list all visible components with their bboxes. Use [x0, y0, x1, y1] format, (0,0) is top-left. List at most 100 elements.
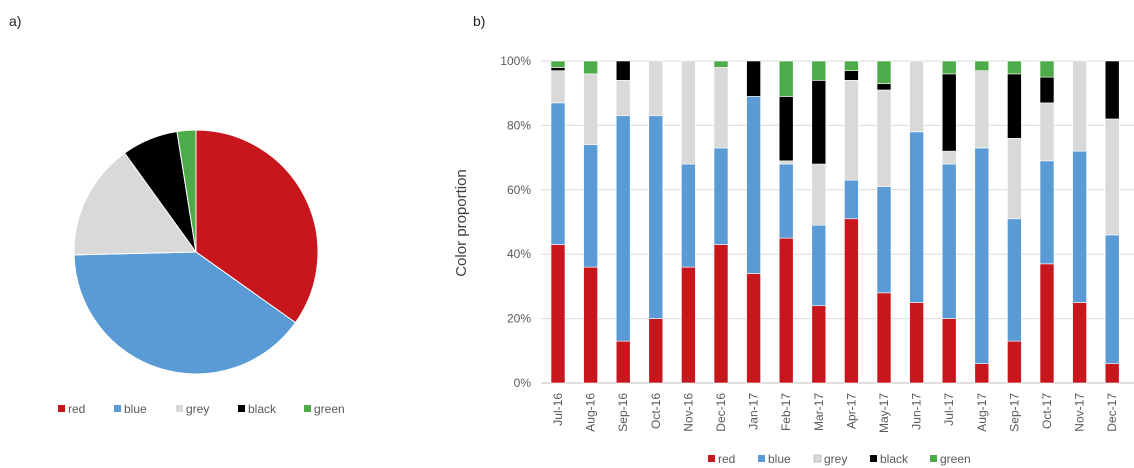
bar-legend-label-grey: grey	[824, 452, 847, 466]
bar-segment-black	[746, 60, 761, 97]
x-tick-label: Oct-16	[649, 393, 663, 429]
pie-legend-label-green: green	[314, 402, 345, 416]
bar-segment-green	[1007, 60, 1022, 75]
bar-segment-red	[909, 302, 924, 384]
bar-segment-green	[844, 60, 859, 71]
pie-legend-swatch-blue	[114, 405, 121, 412]
bar-segment-black	[876, 83, 892, 91]
bar-segment-red	[974, 363, 990, 384]
bar-segment-grey	[550, 70, 566, 104]
bar-series	[550, 60, 1120, 384]
pie-legend-label-black: black	[248, 402, 277, 416]
pie-slice-green	[176, 129, 197, 253]
bar-segment-blue	[1007, 218, 1022, 342]
panel-label-b: b)	[473, 13, 486, 29]
pie-legend-label-blue: blue	[124, 402, 147, 416]
bar-segment-red	[1104, 363, 1120, 384]
pie-legend: red blue grey black green	[58, 402, 345, 416]
bar-segment-grey	[1039, 102, 1055, 162]
y-axis-title: Color proportion	[453, 169, 470, 277]
bar-legend-swatch-blue	[758, 455, 765, 462]
bar-y-ticks: 0% 20% 40% 60% 80% 100%	[500, 54, 531, 390]
x-tick-label: Aug-16	[584, 393, 598, 432]
bar-legend-swatch-grey	[813, 454, 822, 463]
pie-legend-swatch-black	[238, 405, 245, 412]
bar-segment-green	[583, 60, 598, 75]
y-tick-label: 100%	[500, 54, 531, 68]
bar-segment-red	[941, 318, 957, 384]
x-tick-label: Apr-17	[844, 393, 858, 429]
bar-segment-green	[974, 60, 990, 71]
bar-segment-grey	[844, 80, 859, 181]
bar-segment-grey	[941, 150, 957, 165]
pie-legend-label-grey: grey	[186, 402, 209, 416]
bar-segment-black	[1007, 73, 1022, 139]
x-tick-label: Sep-17	[1007, 393, 1021, 432]
y-tick-label: 20%	[507, 312, 531, 326]
bar-segment-black	[1039, 76, 1055, 104]
bar-segment-blue	[615, 115, 631, 342]
bar-legend-swatch-green	[930, 455, 937, 462]
pie-slice-grey	[73, 152, 197, 256]
bar-segment-black	[941, 73, 957, 152]
x-tick-label: Nov-17	[1073, 393, 1087, 432]
bar-segment-grey	[1072, 60, 1087, 152]
bar-segment-green	[876, 60, 892, 84]
bar-segment-grey	[1104, 118, 1120, 236]
x-tick-label: Oct-17	[1040, 393, 1054, 429]
bar-segment-blue	[713, 147, 729, 245]
bar-segment-grey	[876, 89, 892, 187]
x-tick-label: Jul-17	[942, 393, 956, 426]
bar-segment-red	[1072, 302, 1087, 384]
bar-segment-grey	[713, 67, 729, 149]
bar-legend-label-blue: blue	[768, 452, 791, 466]
bar-segment-blue	[1039, 160, 1055, 265]
x-tick-label: Mar-17	[812, 393, 826, 431]
x-tick-label: Jun-17	[910, 393, 924, 430]
bar-segment-red	[681, 266, 696, 384]
bar-segment-red	[648, 318, 664, 384]
bar-segment-grey	[811, 163, 827, 226]
bar-segment-blue	[909, 131, 924, 303]
bar-legend-swatch-red	[708, 455, 715, 462]
bar-segment-blue	[681, 163, 696, 268]
x-tick-label: Jan-17	[747, 393, 761, 430]
x-tick-label: Aug-17	[975, 393, 989, 432]
bar-segment-green	[713, 60, 729, 68]
bar-segment-black	[1104, 60, 1120, 120]
bar-segment-green	[778, 60, 794, 97]
bar-segment-red	[1007, 340, 1022, 384]
bar-segment-red	[876, 292, 892, 384]
bar-segment-red	[615, 340, 631, 384]
bar-segment-blue	[811, 224, 827, 307]
bar-legend: red blue grey black green	[708, 452, 971, 466]
bar-segment-grey	[909, 60, 924, 133]
pie-slice-blue	[73, 251, 297, 375]
bar-segment-grey	[974, 70, 990, 149]
pie-legend-swatch-green	[304, 405, 311, 412]
bar-legend-swatch-black	[870, 455, 877, 462]
stacked-bar-chart: 0% 20% 40% 60% 80% 100% Jul-16 Aug-16 Sep-16 Oct…	[453, 54, 1134, 433]
bar-x-ticks: Jul-16 Aug-16 Sep-16 Oct-16 Nov-16 Dec-16 Jan-…	[551, 393, 1119, 433]
x-tick-label: May-17	[877, 393, 891, 433]
pie-chart	[73, 129, 319, 375]
bar-segment-blue	[941, 163, 957, 319]
bar-segment-red	[550, 244, 566, 384]
bar-segment-blue	[778, 163, 794, 239]
bar-segment-green	[941, 60, 957, 75]
bar-segment-red	[844, 218, 859, 384]
bar-segment-green	[550, 60, 566, 68]
bar-segment-black	[844, 70, 859, 81]
x-tick-label: Dec-17	[1105, 393, 1119, 432]
bar-legend-label-green: green	[940, 452, 971, 466]
bar-segment-blue	[583, 144, 598, 268]
x-tick-label: Feb-17	[779, 393, 793, 431]
x-tick-label: Nov-16	[681, 393, 695, 432]
bar-segment-blue	[1072, 150, 1087, 303]
panel-label-a: a)	[9, 13, 22, 29]
bar-segment-blue	[974, 147, 990, 364]
bar-segment-blue	[550, 102, 566, 245]
bar-segment-grey	[681, 60, 696, 165]
bar-segment-green	[1039, 60, 1055, 78]
bar-segment-grey	[778, 160, 794, 165]
